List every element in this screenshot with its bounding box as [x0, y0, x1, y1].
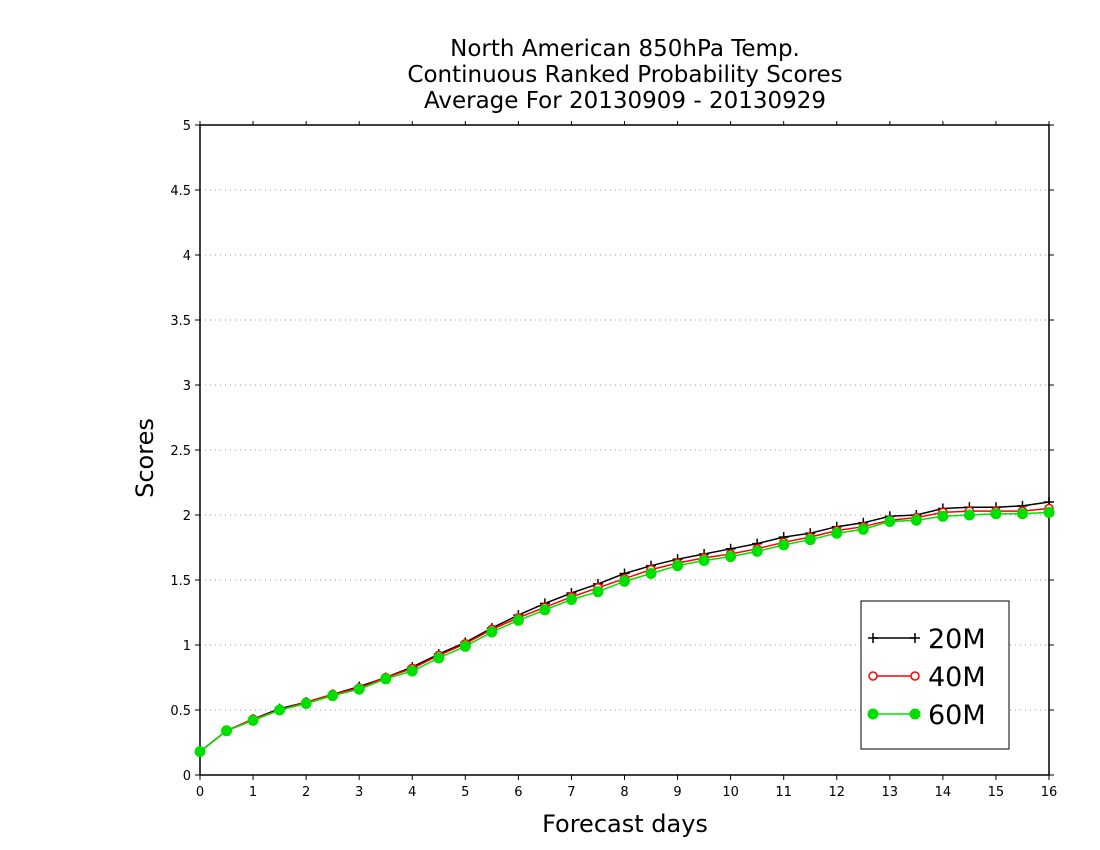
data-point: [247, 714, 259, 726]
y-tick-label: 0: [183, 769, 191, 784]
legend-marker: [867, 708, 879, 720]
legend-marker: [909, 708, 921, 720]
data-point: [194, 746, 206, 758]
x-tick-label: 7: [567, 785, 575, 800]
data-point: [937, 510, 949, 522]
data-point: [539, 604, 551, 616]
legend-marker: [910, 671, 920, 681]
x-tick-label: 2: [302, 785, 310, 800]
data-point: [831, 527, 843, 539]
legend: 20M 40M 60M: [860, 600, 1010, 750]
data-point: [406, 665, 418, 677]
x-tick-label: 9: [673, 785, 681, 800]
data-point: [725, 551, 737, 563]
y-tick-label: 2.5: [170, 444, 191, 459]
data-point: [751, 545, 763, 557]
x-tick-label: 3: [355, 785, 363, 800]
y-tick-label: 4.5: [170, 184, 191, 199]
legend-marker: [910, 633, 920, 643]
x-tick-label: 6: [514, 785, 522, 800]
data-point: [221, 725, 233, 737]
x-axis-title: Forecast days: [542, 810, 708, 838]
y-tick-label: 1.5: [170, 574, 191, 589]
data-point: [884, 516, 896, 527]
data-point: [963, 509, 975, 521]
x-tick-label: 0: [196, 785, 204, 800]
legend-box: [860, 600, 1010, 750]
legend-label: 20M: [928, 624, 986, 655]
data-point: [274, 704, 286, 716]
data-point: [857, 523, 869, 535]
x-tick-label: 4: [408, 785, 416, 800]
series-60M: [194, 506, 1055, 758]
data-point: [565, 594, 577, 605]
plot-frame: [199, 124, 1050, 776]
data-point: [1016, 508, 1028, 520]
x-tick-label: 16: [1041, 785, 1058, 800]
data-point: [300, 698, 312, 709]
data-point: [433, 652, 445, 664]
y-tick-label: 5: [183, 119, 191, 134]
chart-title-line-2: Continuous Ranked Probability Scores: [407, 62, 843, 88]
data-point: [512, 614, 524, 626]
x-tick-label: 11: [775, 785, 792, 800]
data-point: [645, 568, 657, 579]
y-tick-label: 0.5: [170, 704, 191, 719]
data-point: [380, 673, 392, 685]
data-point: [486, 626, 498, 638]
chart-title-line-1: North American 850hPa Temp.: [450, 36, 800, 62]
x-tick-label: 10: [722, 785, 739, 800]
data-point: [459, 640, 471, 652]
data-point: [592, 586, 604, 598]
legend-marker: [868, 633, 878, 643]
data-point: [672, 560, 684, 572]
legend-label: 60M: [928, 700, 986, 731]
legend-marker: [868, 671, 878, 681]
data-point: [778, 539, 790, 551]
data-point: [698, 555, 710, 566]
x-tick-label: 13: [882, 785, 899, 800]
data-point: [619, 575, 630, 587]
y-tick-label: 4: [183, 249, 191, 264]
x-tick-label: 8: [620, 785, 628, 800]
legend-label: 40M: [928, 662, 986, 693]
chart-title-line-3: Average For 20130909 - 20130929: [423, 88, 827, 114]
x-tick-label: 14: [935, 785, 952, 800]
data-point: [910, 514, 922, 526]
data-point: [353, 683, 365, 695]
y-tick-label: 1: [183, 639, 191, 654]
x-tick-label: 15: [988, 785, 1005, 800]
data-point: [804, 534, 816, 546]
x-tick-label: 5: [461, 785, 469, 800]
data-point: [1043, 506, 1055, 518]
data-point: [327, 690, 339, 702]
y-tick-label: 3: [183, 379, 191, 394]
y-tick-label: 2: [183, 509, 191, 524]
y-tick-label: 3.5: [170, 314, 191, 329]
x-tick-label: 1: [249, 785, 257, 800]
data-point: [990, 508, 1002, 520]
x-tick-label: 12: [828, 785, 845, 800]
